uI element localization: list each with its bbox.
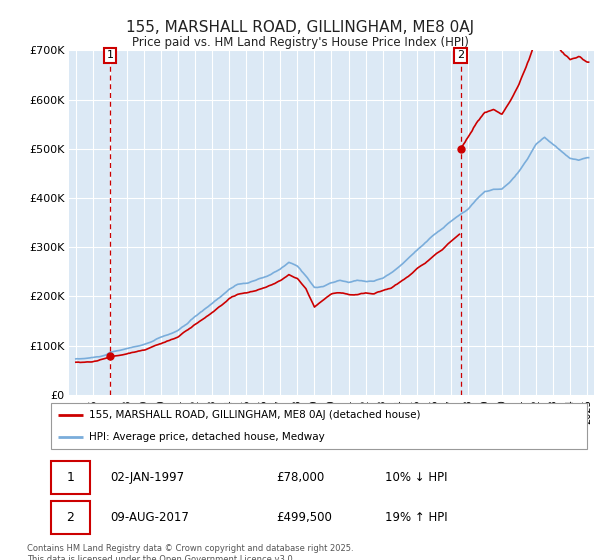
Text: 19% ↑ HPI: 19% ↑ HPI <box>385 511 447 524</box>
Text: 09-AUG-2017: 09-AUG-2017 <box>110 511 190 524</box>
Text: 155, MARSHALL ROAD, GILLINGHAM, ME8 0AJ (detached house): 155, MARSHALL ROAD, GILLINGHAM, ME8 0AJ … <box>89 410 420 420</box>
Text: 155, MARSHALL ROAD, GILLINGHAM, ME8 0AJ: 155, MARSHALL ROAD, GILLINGHAM, ME8 0AJ <box>126 20 474 35</box>
Text: 1: 1 <box>106 50 113 60</box>
Text: Price paid vs. HM Land Registry's House Price Index (HPI): Price paid vs. HM Land Registry's House … <box>131 36 469 49</box>
Text: 2: 2 <box>457 50 464 60</box>
FancyBboxPatch shape <box>51 404 587 449</box>
Text: 10% ↓ HPI: 10% ↓ HPI <box>385 470 447 483</box>
FancyBboxPatch shape <box>51 460 90 493</box>
Text: HPI: Average price, detached house, Medway: HPI: Average price, detached house, Medw… <box>89 432 325 442</box>
Text: £499,500: £499,500 <box>276 511 332 524</box>
Text: £78,000: £78,000 <box>276 470 325 483</box>
Text: Contains HM Land Registry data © Crown copyright and database right 2025.
This d: Contains HM Land Registry data © Crown c… <box>27 544 353 560</box>
Text: 02-JAN-1997: 02-JAN-1997 <box>110 470 185 483</box>
Text: 2: 2 <box>67 511 74 524</box>
Text: 1: 1 <box>67 470 74 483</box>
FancyBboxPatch shape <box>51 501 90 534</box>
